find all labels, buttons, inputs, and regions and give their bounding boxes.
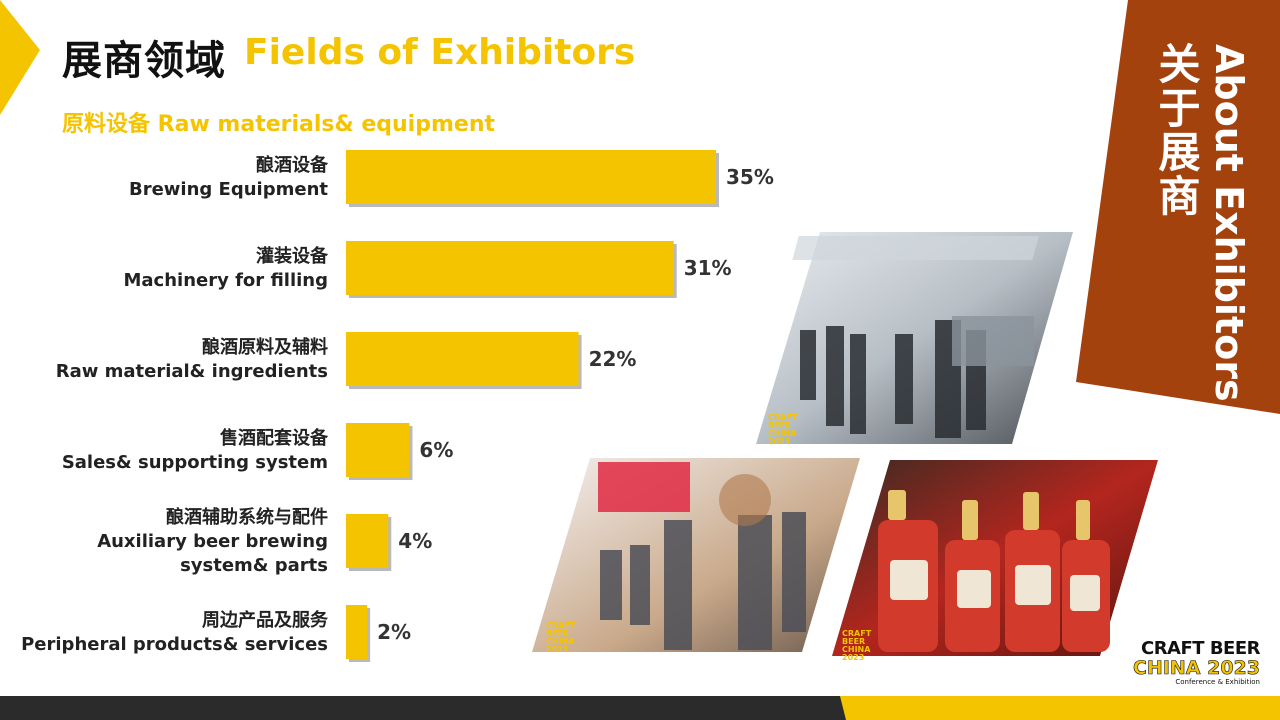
chart-subtitle: 原料设备 Raw materials& equipment <box>62 112 495 137</box>
category-label-0-0: 酿酒设备 <box>256 154 329 176</box>
left-chevron-decoration <box>0 0 40 115</box>
category-label-5-1: Peripheral products& services <box>21 634 328 655</box>
bar-0 <box>346 150 716 204</box>
category-label-5-0: 周边产品及服务 <box>202 609 329 631</box>
category-label-3-0: 售酒配套设备 <box>220 427 329 449</box>
category-label-1-1: Machinery for filling <box>123 270 328 291</box>
value-label-4: 4% <box>398 529 432 553</box>
craft-beer-china-logo: CRAFT BEER CHINA 2023 Conference & Exhib… <box>1108 638 1261 687</box>
category-label-0-1: Brewing Equipment <box>129 179 328 200</box>
value-label-3: 6% <box>419 438 453 462</box>
footer-bar <box>0 696 1280 720</box>
photo-caption-2: CRAFT BEER CHINA 2023 <box>546 621 576 654</box>
banner-title-zh: 关于展商 <box>1152 42 1201 218</box>
logo-line-2: CHINA 2023 <box>1132 657 1261 679</box>
category-label-2-0: 酿酒原料及辅料 <box>202 336 328 358</box>
beer-bottles-photo <box>832 460 1158 656</box>
page-title-en: Fields of Exhibitors <box>244 32 636 73</box>
banner-title-en: About Exhibitors <box>1207 44 1251 402</box>
photo-caption-3: CRAFT BEER CHINA 2023 <box>842 629 872 662</box>
bar-3 <box>346 423 410 477</box>
category-label-1-0: 灌装设备 <box>256 245 329 267</box>
bar-4 <box>346 514 389 568</box>
value-label-1: 31% <box>684 256 732 280</box>
category-label-4-0: 酿酒辅助系统与配件 <box>166 506 328 528</box>
value-label-5: 2% <box>377 620 411 644</box>
bar-2 <box>346 332 579 386</box>
bar-1 <box>346 241 674 295</box>
category-label-4-1: Auxiliary beer brewing <box>97 531 328 552</box>
logo-line-1: CRAFT BEER <box>1140 638 1261 659</box>
page-title-zh: 展商领域 <box>62 38 226 84</box>
category-label-3-1: Sales& supporting system <box>62 452 328 473</box>
bar-chart: 35% 酿酒设备 Brewing Equipment 31% 灌装设备 Machinery… <box>21 150 774 662</box>
category-label-2-1: Raw material& ingredients <box>56 361 328 382</box>
category-label-4-2: system& parts <box>180 555 328 576</box>
photo-caption-1: CRAFT BEER CHINA 2023 <box>768 413 798 446</box>
bar-5 <box>346 605 368 659</box>
value-label-0: 35% <box>726 165 774 189</box>
logo-line-3: Conference & Exhibition <box>1175 678 1260 686</box>
value-label-2: 22% <box>589 347 637 371</box>
exhibition-hall-photo <box>756 232 1073 444</box>
